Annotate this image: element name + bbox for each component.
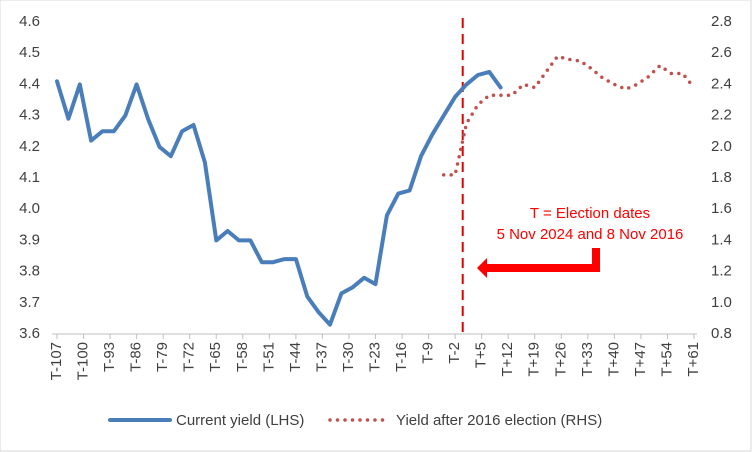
y-tick-label: 3.6: [19, 325, 40, 342]
y2-tick-label: 2.2: [711, 107, 732, 124]
y-tick-label: 4.1: [19, 169, 40, 186]
x-tick-label: T-16: [393, 342, 410, 372]
x-tick-label: T-30: [340, 342, 357, 372]
x-tick-label: T-72: [181, 342, 198, 372]
y2-tick-label: 2.8: [711, 13, 732, 30]
y2-tick-label: 2.0: [711, 138, 732, 155]
y2-tick-label: 2.6: [711, 44, 732, 61]
x-tick-label: T-2: [446, 342, 463, 364]
x-tick-label: T+19: [526, 342, 543, 377]
legend-label: Current yield (LHS): [176, 412, 304, 429]
x-tick-label: T-107: [48, 342, 65, 380]
x-tick-label: T-51: [260, 342, 277, 372]
y-tick-label: 3.9: [19, 231, 40, 248]
x-tick-label: T+61: [685, 342, 702, 377]
y-tick-label: 3.7: [19, 294, 40, 311]
legend-label: Yield after 2016 election (RHS): [396, 412, 602, 429]
x-tick-label: T-44: [287, 342, 304, 372]
x-tick-label: T+54: [658, 342, 675, 377]
series-line: [55, 69, 503, 327]
y-tick-label: 4.2: [19, 138, 40, 155]
annotation: T = Election dates: [530, 205, 650, 222]
x-tick-label: T+47: [632, 342, 649, 377]
y2-tick-label: 1.4: [711, 231, 732, 248]
x-tick-label: T-86: [128, 342, 145, 372]
y-tick-label: 4.3: [19, 107, 40, 124]
x-tick-label: T-79: [154, 342, 171, 372]
y2-tick-label: 1.0: [711, 294, 732, 311]
x-tick-label: T+33: [579, 342, 596, 377]
x-tick-label: T-9: [420, 342, 437, 364]
x-tick-label: T-37: [313, 342, 330, 372]
x-tick-label: T+26: [552, 342, 569, 377]
x-tick-label: T+5: [473, 342, 490, 368]
y-tick-label: 4.0: [19, 200, 40, 217]
x-tick-label: T-93: [101, 342, 118, 372]
y2-tick-label: 1.6: [711, 200, 732, 217]
x-tick-label: T-58: [234, 342, 251, 372]
y2-tick-label: 0.8: [711, 325, 732, 342]
x-tick-label: T+40: [605, 342, 622, 377]
y-tick-label: 4.6: [19, 13, 40, 30]
x-tick-label: T-100: [75, 342, 92, 380]
y-tick-label: 4.5: [19, 44, 40, 61]
y2-tick-label: 1.2: [711, 263, 732, 280]
x-tick-label: T+12: [499, 342, 516, 377]
y-tick-label: 4.4: [19, 75, 40, 92]
series-line: [441, 54, 696, 177]
y-tick-label: 3.8: [19, 263, 40, 280]
x-tick-label: T-65: [207, 342, 224, 372]
y2-tick-label: 1.8: [711, 169, 732, 186]
x-tick-label: T-23: [366, 342, 383, 372]
annotation: 5 Nov 2024 and 8 Nov 2016: [497, 226, 684, 243]
y2-tick-label: 2.4: [711, 75, 732, 92]
annotation-arrow: [477, 248, 600, 278]
